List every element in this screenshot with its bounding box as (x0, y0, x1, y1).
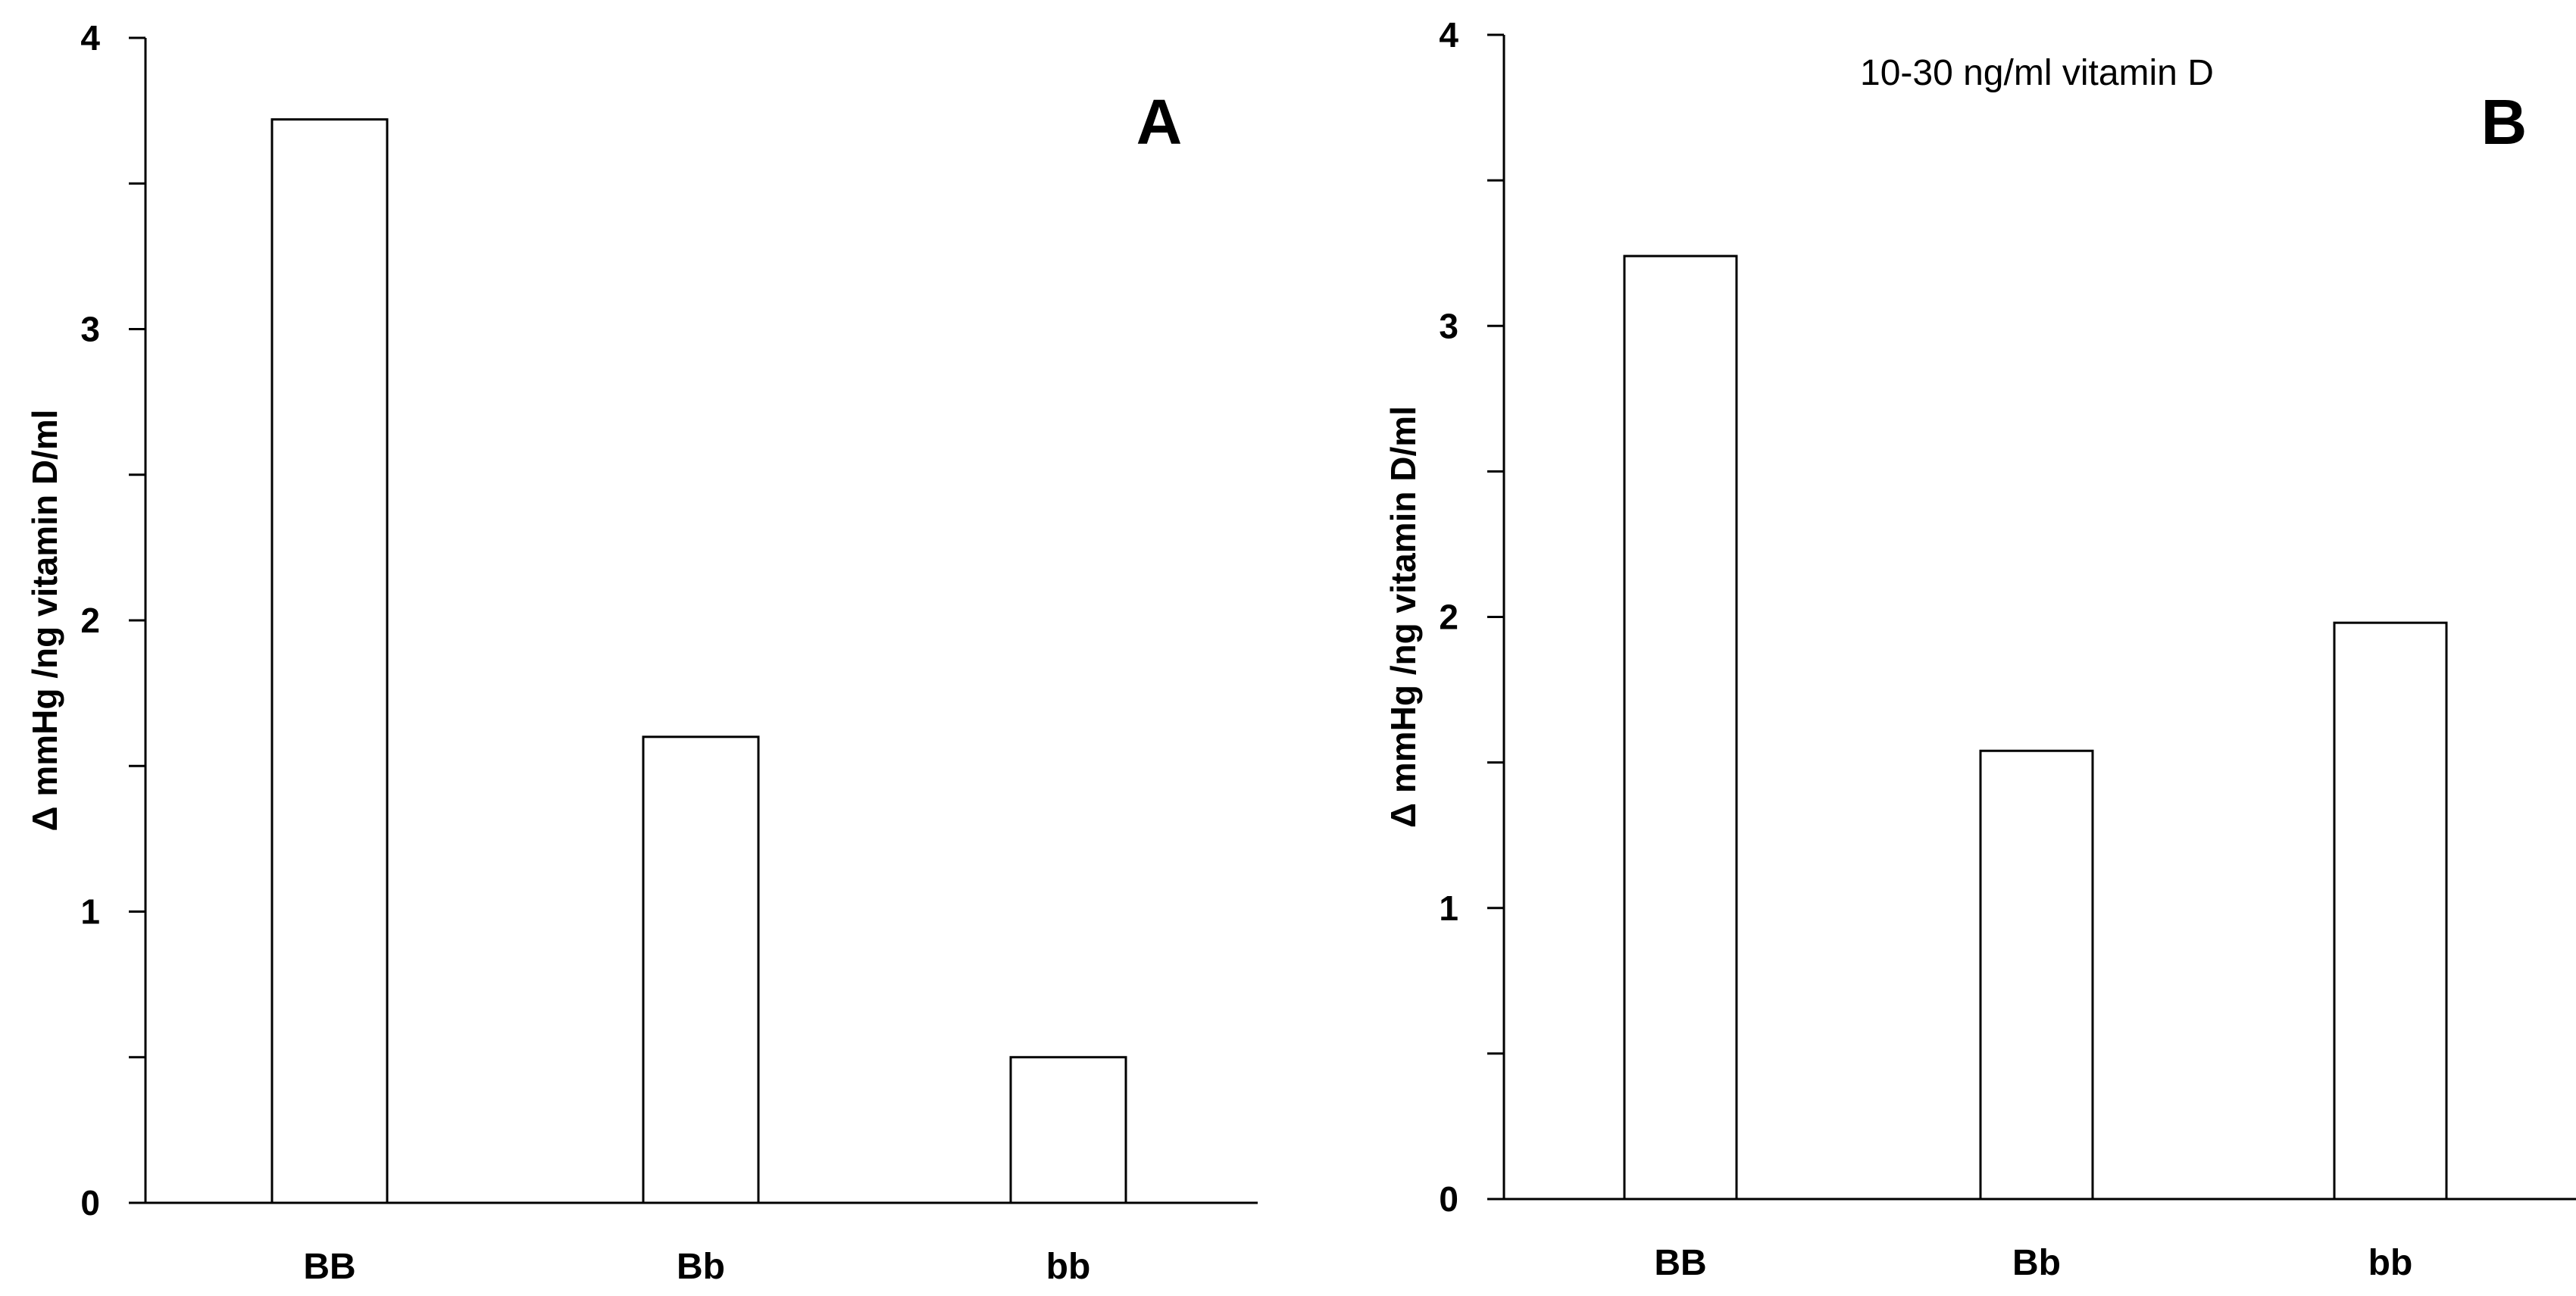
y-tick-label: 4 (80, 18, 100, 58)
bar-bb (2333, 621, 2448, 1201)
x-category-label: Bb (2012, 1243, 2061, 1283)
bar-Bb (642, 735, 760, 1204)
x-category-label: bb (1046, 1247, 1091, 1287)
bar-Bb (1979, 749, 2094, 1201)
panel-b: 0 1 2 3 4 BB Bb bb Δ mmHg /ng vitamin D/ml B 10-30… (1383, 15, 2576, 1283)
y-tick-label: 3 (1439, 306, 1458, 345)
panel-letter: B (2481, 86, 2528, 158)
y-tick-label: 1 (80, 892, 100, 932)
y-tick-label: 2 (80, 601, 100, 640)
y-tick-label: 4 (1439, 15, 1458, 55)
x-category-label: bb (2368, 1243, 2413, 1283)
y-tick-label: 1 (1439, 888, 1458, 928)
bar-bb (1009, 1056, 1127, 1204)
y-axis-title: Δ mmHg /ng vitamin D/ml (1383, 406, 1423, 828)
y-tick-label: 2 (1439, 598, 1458, 637)
x-category-label: BB (303, 1247, 355, 1287)
panel-a: 0 1 2 3 4 BB Bb bb Δ mmHg /ng vitamin D/ml A (25, 18, 1258, 1287)
y-axis-title: Δ mmHg /ng vitamin D/ml (25, 409, 64, 831)
bar-BB (1623, 255, 1738, 1201)
y-tick-label: 3 (80, 310, 100, 349)
bar-BB (270, 118, 389, 1204)
panel-letter: A (1136, 86, 1183, 158)
x-category-label: Bb (677, 1247, 725, 1287)
y-tick-label: 0 (80, 1183, 100, 1223)
y-tick-label: 0 (1439, 1179, 1458, 1219)
chart-annotation: 10-30 ng/ml vitamin D (1860, 53, 2214, 93)
x-category-label: BB (1654, 1243, 1706, 1283)
